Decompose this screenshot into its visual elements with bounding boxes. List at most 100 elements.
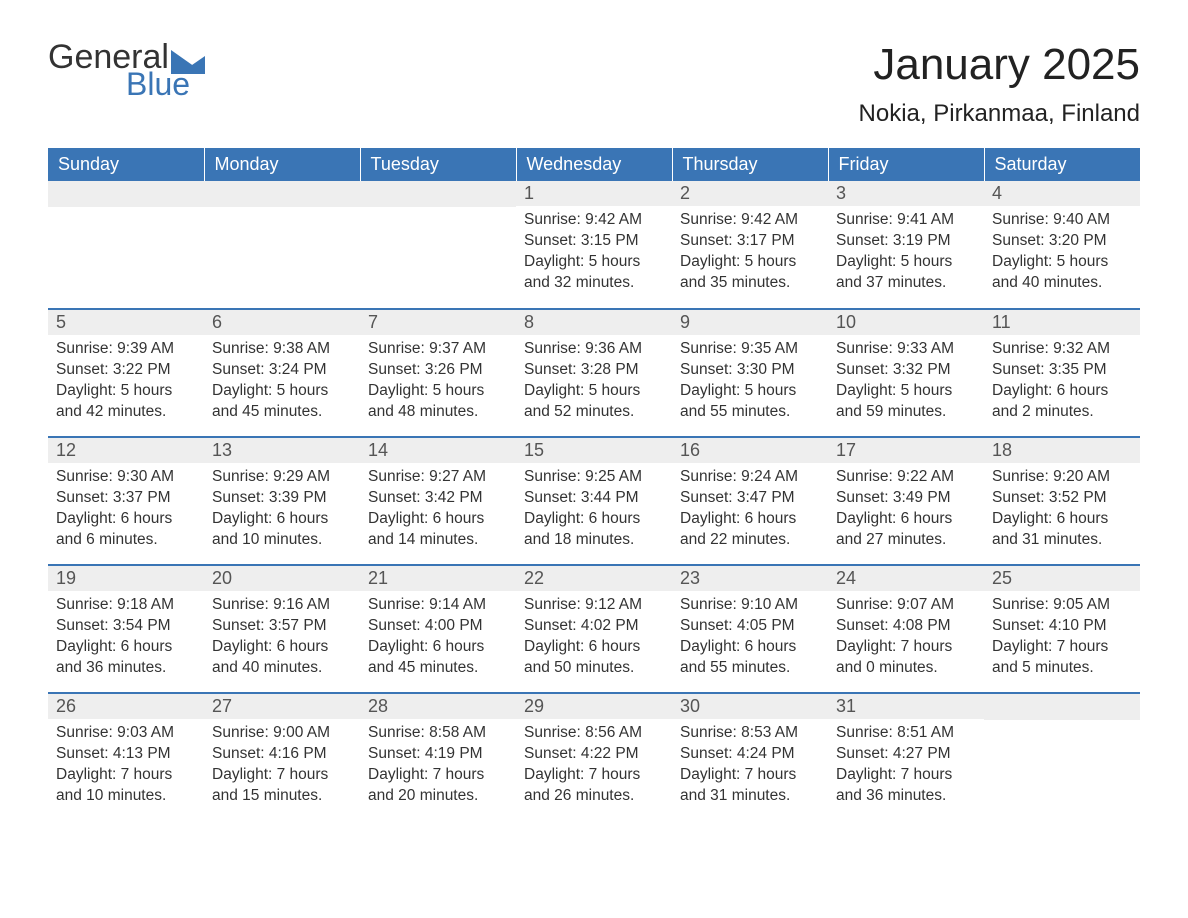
day-number bbox=[204, 181, 360, 207]
calendar-cell: 24Sunrise: 9:07 AMSunset: 4:08 PMDayligh… bbox=[828, 565, 984, 693]
day-number: 28 bbox=[360, 694, 516, 719]
calendar-cell: 2Sunrise: 9:42 AMSunset: 3:17 PMDaylight… bbox=[672, 181, 828, 309]
calendar-row: 12Sunrise: 9:30 AMSunset: 3:37 PMDayligh… bbox=[48, 437, 1140, 565]
calendar-cell: 10Sunrise: 9:33 AMSunset: 3:32 PMDayligh… bbox=[828, 309, 984, 437]
day-details: Sunrise: 9:30 AMSunset: 3:37 PMDaylight:… bbox=[48, 463, 204, 559]
calendar-cell: 29Sunrise: 8:56 AMSunset: 4:22 PMDayligh… bbox=[516, 693, 672, 821]
day-details: Sunrise: 9:42 AMSunset: 3:17 PMDaylight:… bbox=[672, 206, 828, 302]
calendar-cell: 5Sunrise: 9:39 AMSunset: 3:22 PMDaylight… bbox=[48, 309, 204, 437]
day-number bbox=[48, 181, 204, 207]
calendar-cell: 22Sunrise: 9:12 AMSunset: 4:02 PMDayligh… bbox=[516, 565, 672, 693]
day-number: 19 bbox=[48, 566, 204, 591]
weekday-header: Friday bbox=[828, 148, 984, 181]
day-details: Sunrise: 9:38 AMSunset: 3:24 PMDaylight:… bbox=[204, 335, 360, 431]
day-number: 25 bbox=[984, 566, 1140, 591]
day-details: Sunrise: 9:36 AMSunset: 3:28 PMDaylight:… bbox=[516, 335, 672, 431]
calendar-cell: 15Sunrise: 9:25 AMSunset: 3:44 PMDayligh… bbox=[516, 437, 672, 565]
calendar-cell: 14Sunrise: 9:27 AMSunset: 3:42 PMDayligh… bbox=[360, 437, 516, 565]
day-details bbox=[360, 207, 516, 267]
day-details bbox=[984, 720, 1140, 780]
day-number: 26 bbox=[48, 694, 204, 719]
weekday-header: Thursday bbox=[672, 148, 828, 181]
day-details: Sunrise: 9:41 AMSunset: 3:19 PMDaylight:… bbox=[828, 206, 984, 302]
day-number: 10 bbox=[828, 310, 984, 335]
day-details bbox=[48, 207, 204, 267]
day-number: 17 bbox=[828, 438, 984, 463]
day-details: Sunrise: 8:51 AMSunset: 4:27 PMDaylight:… bbox=[828, 719, 984, 815]
header: General Blue January 2025 Nokia, Pirkanm… bbox=[48, 40, 1140, 142]
calendar-cell: 28Sunrise: 8:58 AMSunset: 4:19 PMDayligh… bbox=[360, 693, 516, 821]
calendar-cell: 4Sunrise: 9:40 AMSunset: 3:20 PMDaylight… bbox=[984, 181, 1140, 309]
day-number: 6 bbox=[204, 310, 360, 335]
calendar-cell: 11Sunrise: 9:32 AMSunset: 3:35 PMDayligh… bbox=[984, 309, 1140, 437]
calendar-cell bbox=[48, 181, 204, 309]
calendar-cell: 26Sunrise: 9:03 AMSunset: 4:13 PMDayligh… bbox=[48, 693, 204, 821]
day-number: 13 bbox=[204, 438, 360, 463]
calendar-cell: 18Sunrise: 9:20 AMSunset: 3:52 PMDayligh… bbox=[984, 437, 1140, 565]
day-number: 18 bbox=[984, 438, 1140, 463]
calendar-cell: 1Sunrise: 9:42 AMSunset: 3:15 PMDaylight… bbox=[516, 181, 672, 309]
weekday-header: Saturday bbox=[984, 148, 1140, 181]
day-number bbox=[984, 694, 1140, 720]
day-details: Sunrise: 9:32 AMSunset: 3:35 PMDaylight:… bbox=[984, 335, 1140, 431]
calendar-cell: 13Sunrise: 9:29 AMSunset: 3:39 PMDayligh… bbox=[204, 437, 360, 565]
day-details: Sunrise: 9:33 AMSunset: 3:32 PMDaylight:… bbox=[828, 335, 984, 431]
day-details: Sunrise: 9:40 AMSunset: 3:20 PMDaylight:… bbox=[984, 206, 1140, 302]
day-details: Sunrise: 9:16 AMSunset: 3:57 PMDaylight:… bbox=[204, 591, 360, 687]
calendar-cell: 12Sunrise: 9:30 AMSunset: 3:37 PMDayligh… bbox=[48, 437, 204, 565]
calendar-cell: 25Sunrise: 9:05 AMSunset: 4:10 PMDayligh… bbox=[984, 565, 1140, 693]
day-details: Sunrise: 9:37 AMSunset: 3:26 PMDaylight:… bbox=[360, 335, 516, 431]
calendar-row: 26Sunrise: 9:03 AMSunset: 4:13 PMDayligh… bbox=[48, 693, 1140, 821]
day-details: Sunrise: 9:00 AMSunset: 4:16 PMDaylight:… bbox=[204, 719, 360, 815]
day-details: Sunrise: 9:20 AMSunset: 3:52 PMDaylight:… bbox=[984, 463, 1140, 559]
day-details: Sunrise: 9:24 AMSunset: 3:47 PMDaylight:… bbox=[672, 463, 828, 559]
location-subtitle: Nokia, Pirkanmaa, Finland bbox=[859, 100, 1140, 128]
calendar-cell bbox=[360, 181, 516, 309]
day-details: Sunrise: 8:58 AMSunset: 4:19 PMDaylight:… bbox=[360, 719, 516, 815]
day-details: Sunrise: 9:10 AMSunset: 4:05 PMDaylight:… bbox=[672, 591, 828, 687]
day-number: 8 bbox=[516, 310, 672, 335]
day-number: 7 bbox=[360, 310, 516, 335]
calendar-cell: 31Sunrise: 8:51 AMSunset: 4:27 PMDayligh… bbox=[828, 693, 984, 821]
calendar-cell: 8Sunrise: 9:36 AMSunset: 3:28 PMDaylight… bbox=[516, 309, 672, 437]
day-number: 21 bbox=[360, 566, 516, 591]
day-details: Sunrise: 9:03 AMSunset: 4:13 PMDaylight:… bbox=[48, 719, 204, 815]
weekday-header: Sunday bbox=[48, 148, 204, 181]
day-details: Sunrise: 9:05 AMSunset: 4:10 PMDaylight:… bbox=[984, 591, 1140, 687]
day-details: Sunrise: 9:29 AMSunset: 3:39 PMDaylight:… bbox=[204, 463, 360, 559]
day-details: Sunrise: 9:27 AMSunset: 3:42 PMDaylight:… bbox=[360, 463, 516, 559]
day-details: Sunrise: 8:56 AMSunset: 4:22 PMDaylight:… bbox=[516, 719, 672, 815]
day-number: 5 bbox=[48, 310, 204, 335]
calendar-cell: 6Sunrise: 9:38 AMSunset: 3:24 PMDaylight… bbox=[204, 309, 360, 437]
calendar-cell: 9Sunrise: 9:35 AMSunset: 3:30 PMDaylight… bbox=[672, 309, 828, 437]
calendar-cell: 16Sunrise: 9:24 AMSunset: 3:47 PMDayligh… bbox=[672, 437, 828, 565]
calendar-row: 5Sunrise: 9:39 AMSunset: 3:22 PMDaylight… bbox=[48, 309, 1140, 437]
day-details: Sunrise: 9:12 AMSunset: 4:02 PMDaylight:… bbox=[516, 591, 672, 687]
brand-logo: General Blue bbox=[48, 40, 205, 100]
calendar-row: 19Sunrise: 9:18 AMSunset: 3:54 PMDayligh… bbox=[48, 565, 1140, 693]
day-number: 16 bbox=[672, 438, 828, 463]
day-number: 9 bbox=[672, 310, 828, 335]
weekday-header: Tuesday bbox=[360, 148, 516, 181]
calendar-cell: 30Sunrise: 8:53 AMSunset: 4:24 PMDayligh… bbox=[672, 693, 828, 821]
calendar-row: 1Sunrise: 9:42 AMSunset: 3:15 PMDaylight… bbox=[48, 181, 1140, 309]
calendar-cell: 17Sunrise: 9:22 AMSunset: 3:49 PMDayligh… bbox=[828, 437, 984, 565]
calendar-cell: 20Sunrise: 9:16 AMSunset: 3:57 PMDayligh… bbox=[204, 565, 360, 693]
day-number: 15 bbox=[516, 438, 672, 463]
calendar-cell: 3Sunrise: 9:41 AMSunset: 3:19 PMDaylight… bbox=[828, 181, 984, 309]
day-number: 2 bbox=[672, 181, 828, 206]
calendar-cell: 21Sunrise: 9:14 AMSunset: 4:00 PMDayligh… bbox=[360, 565, 516, 693]
day-details: Sunrise: 9:35 AMSunset: 3:30 PMDaylight:… bbox=[672, 335, 828, 431]
weekday-header-row: Sunday Monday Tuesday Wednesday Thursday… bbox=[48, 148, 1140, 181]
day-number: 29 bbox=[516, 694, 672, 719]
day-details: Sunrise: 9:42 AMSunset: 3:15 PMDaylight:… bbox=[516, 206, 672, 302]
brand-word-2: Blue bbox=[126, 68, 205, 100]
weekday-header: Wednesday bbox=[516, 148, 672, 181]
day-number: 4 bbox=[984, 181, 1140, 206]
day-number: 14 bbox=[360, 438, 516, 463]
calendar-cell: 27Sunrise: 9:00 AMSunset: 4:16 PMDayligh… bbox=[204, 693, 360, 821]
calendar-cell bbox=[204, 181, 360, 309]
calendar-cell: 19Sunrise: 9:18 AMSunset: 3:54 PMDayligh… bbox=[48, 565, 204, 693]
day-details: Sunrise: 9:14 AMSunset: 4:00 PMDaylight:… bbox=[360, 591, 516, 687]
weekday-header: Monday bbox=[204, 148, 360, 181]
